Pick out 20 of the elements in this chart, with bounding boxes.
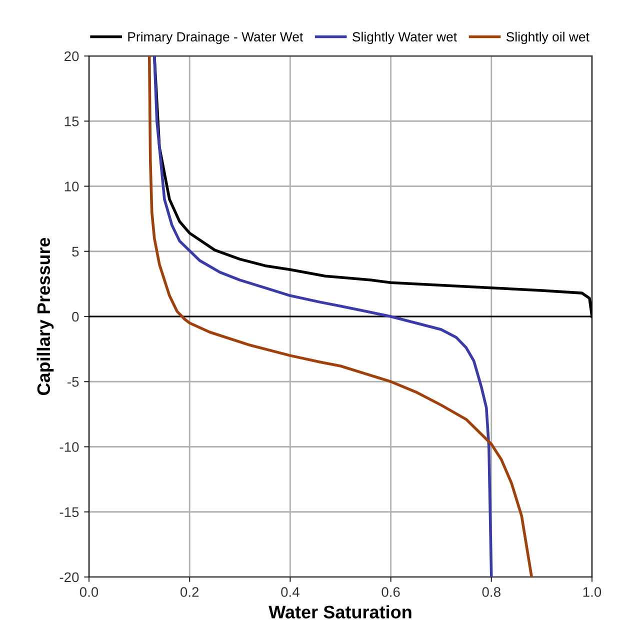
y-tick-label: 5 [72,246,79,257]
y-tick-label: -10 [60,442,79,452]
y-tick-label: 15 [64,116,79,126]
y-tick-label: 10 [64,182,79,192]
y-tick-label: -15 [60,507,79,518]
x-tick-label: 1.0 [583,587,602,597]
legend-label: Slightly oil wet [506,32,590,44]
x-tick-label: 0.0 [80,587,98,597]
legend-label: Primary Drainage - Water Wet [128,32,304,44]
x-tick-label: 0.8 [482,587,500,597]
x-axis-title: Water Saturation [268,605,412,618]
y-axis-title: Capillary Pressure [36,238,54,396]
legend-label: Slightly Water wet [352,32,457,44]
x-tick-label: 0.2 [180,587,199,597]
y-tick-label: -20 [60,572,79,582]
y-tick-label: -5 [68,377,79,387]
x-tick-label: 0.6 [382,587,400,597]
y-tick-label: 0 [72,312,79,322]
y-tick-label: 20 [64,51,79,62]
x-tick-label: 0.4 [281,587,300,597]
